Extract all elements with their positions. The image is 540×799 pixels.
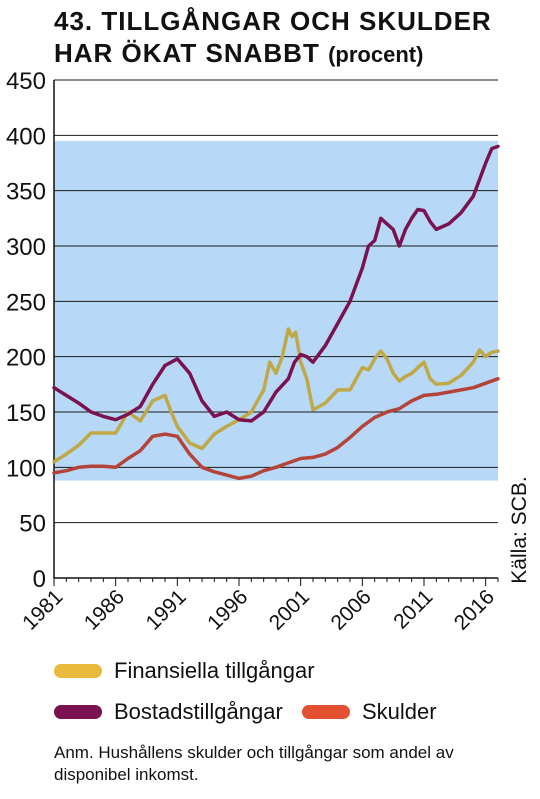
legend-swatch-finansiella bbox=[54, 664, 102, 678]
title-text-2: HAR ÖKAT SNABBT bbox=[54, 38, 320, 68]
y-tick-label-100: 100 bbox=[6, 455, 46, 482]
x-tick-label-1986: 1986 bbox=[80, 585, 129, 634]
y-tick-label-300: 300 bbox=[6, 234, 46, 261]
legend-label-skulder: Skulder bbox=[362, 699, 437, 724]
chart-title-line2: HAR ÖKAT SNABBT (procent) bbox=[54, 38, 524, 70]
y-tick-label-200: 200 bbox=[6, 345, 46, 372]
source-label: Källa: SCB. bbox=[508, 476, 531, 583]
y-tick-label-50: 50 bbox=[19, 511, 46, 538]
series-line-skulder bbox=[52, 377, 500, 481]
x-tick-label-2011: 2011 bbox=[389, 585, 437, 633]
legend-item-bostad: Bostadstillgångar bbox=[54, 697, 283, 727]
title-unit: (procent) bbox=[328, 42, 424, 67]
chart-title-line1: 43. TILLGÅNGAR OCH SKULDER bbox=[54, 6, 524, 36]
y-tick-label-400: 400 bbox=[6, 123, 46, 150]
x-tick-label-1981: 1981 bbox=[18, 585, 67, 634]
x-tick-label-2016: 2016 bbox=[450, 585, 499, 634]
x-tick-label-2006: 2006 bbox=[326, 585, 375, 634]
x-tick-label-1996: 1996 bbox=[203, 585, 252, 634]
title-text-1: 43. TILLGÅNGAR OCH SKULDER bbox=[54, 6, 492, 36]
series-line-finansiella bbox=[52, 327, 500, 464]
legend-label-bostad: Bostadstillgångar bbox=[114, 699, 283, 724]
y-tick-label-150: 150 bbox=[6, 400, 46, 427]
y-tick-label-250: 250 bbox=[6, 289, 46, 316]
y-tick-label-350: 350 bbox=[6, 179, 46, 206]
legend-item-finansiella: Finansiella tillgångar bbox=[54, 656, 315, 686]
legend-swatch-skulder bbox=[302, 705, 350, 719]
y-tick-label-450: 450 bbox=[6, 68, 46, 95]
series-line-bostad bbox=[52, 144, 500, 423]
legend-label-finansiella: Finansiella tillgångar bbox=[114, 658, 315, 683]
chart-note: Anm. Hushållens skulder och tillgångar s… bbox=[54, 743, 454, 784]
legend-swatch-bostad bbox=[54, 705, 102, 719]
x-tick-label-1991: 1991 bbox=[141, 585, 190, 634]
line-chart: 0 50 100 150 200 250 300 350 400 450 1981 1986 1991 1… bbox=[6, 68, 531, 635]
shaded-band bbox=[54, 140, 498, 481]
y-tick-label-0: 0 bbox=[33, 566, 46, 593]
legend-item-skulder: Skulder bbox=[302, 697, 437, 727]
x-tick-label-2001: 2001 bbox=[265, 585, 314, 634]
